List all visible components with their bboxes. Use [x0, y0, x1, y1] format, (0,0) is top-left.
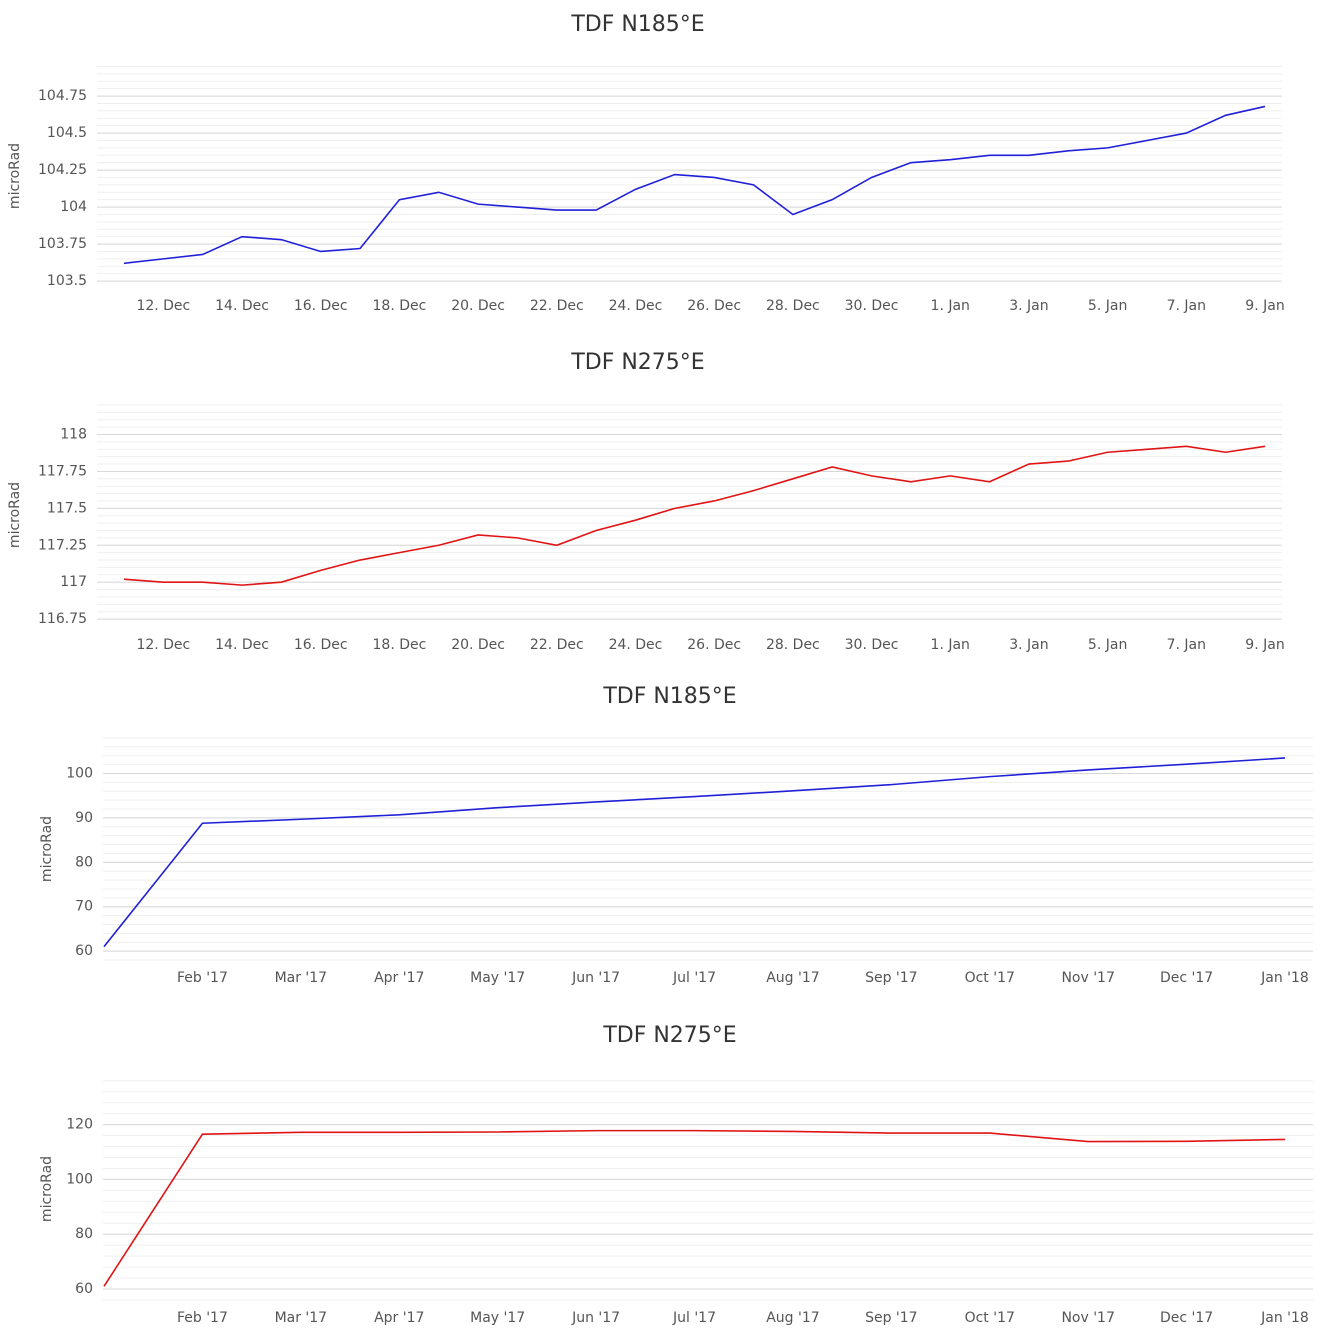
y-tick-label: 104	[60, 199, 87, 215]
y-tick-label: 60	[75, 1281, 93, 1297]
data-line	[123, 445, 1266, 586]
x-tick-label: 16. Dec	[294, 637, 348, 653]
x-tick-label: Sep '17	[865, 1310, 918, 1326]
chart-title: TDF N185°E	[570, 12, 704, 37]
x-tick-label: Nov '17	[1061, 1310, 1114, 1326]
x-tick-label: 5. Jan	[1088, 298, 1127, 314]
x-tick-label: 22. Dec	[530, 298, 584, 314]
x-tick-label: Dec '17	[1160, 970, 1213, 986]
y-tick-label: 100	[66, 1171, 93, 1187]
y-tick-label: 70	[75, 899, 93, 915]
y-tick-label: 118	[60, 427, 87, 443]
x-tick-label: Nov '17	[1061, 970, 1114, 986]
x-tick-label: 20. Dec	[451, 298, 505, 314]
x-tick-label: 26. Dec	[687, 298, 741, 314]
y-tick-label: 117	[60, 574, 87, 590]
x-tick-label: 12. Dec	[136, 298, 190, 314]
chart: TDF N275°E microRad 116.75 117 117.25 117.5 11…	[7, 350, 1285, 653]
x-tick-label: 28. Dec	[766, 298, 820, 314]
x-tick-label: Mar '17	[275, 970, 328, 986]
data-line	[103, 1129, 1286, 1287]
x-tick-label: Mar '17	[275, 1310, 328, 1326]
y-axis-label: microRad	[7, 143, 23, 209]
x-tick-label: 18. Dec	[373, 298, 427, 314]
x-tick-label: May '17	[470, 1310, 525, 1326]
y-tick-label: 103.5	[47, 273, 87, 289]
x-tick-label: Jan '18	[1260, 970, 1309, 986]
chart-title: TDF N275°E	[570, 350, 704, 375]
x-tick-label: 9. Jan	[1245, 298, 1284, 314]
x-tick-label: 30. Dec	[845, 298, 899, 314]
x-tick-label: May '17	[470, 970, 525, 986]
x-tick-label: 1. Jan	[931, 298, 970, 314]
y-axis-label: microRad	[39, 1156, 55, 1222]
y-tick-label: 104.5	[47, 125, 87, 141]
y-tick-label: 104.75	[38, 88, 87, 104]
chart-title: TDF N185°E	[602, 684, 736, 709]
x-tick-label: 7. Jan	[1167, 637, 1206, 653]
x-tick-label: 26. Dec	[687, 637, 741, 653]
x-tick-label: Jun '17	[571, 1310, 620, 1326]
x-tick-label: Feb '17	[177, 1310, 228, 1326]
x-tick-label: 12. Dec	[136, 637, 190, 653]
x-tick-label: Aug '17	[766, 970, 819, 986]
x-tick-label: 24. Dec	[609, 298, 663, 314]
y-tick-label: 120	[66, 1117, 93, 1133]
data-line	[103, 757, 1286, 948]
y-tick-label: 117.5	[47, 500, 87, 516]
y-tick-label: 90	[75, 810, 93, 826]
y-axis-label: microRad	[7, 482, 23, 548]
x-tick-label: Feb '17	[177, 970, 228, 986]
x-tick-label: 18. Dec	[373, 637, 427, 653]
y-tick-label: 103.75	[38, 236, 87, 252]
chart: TDF N185°E microRad 103.5 103.75 104 104.25 10…	[7, 12, 1285, 314]
x-tick-label: 14. Dec	[215, 298, 269, 314]
x-tick-label: Jul '17	[672, 1310, 716, 1326]
chart: TDF N185°E microRad 60 70 80 90 100 Feb '17 Mar …	[39, 684, 1313, 986]
data-line	[123, 105, 1266, 265]
x-tick-label: 16. Dec	[294, 298, 348, 314]
y-tick-label: 100	[66, 766, 93, 782]
x-tick-label: 3. Jan	[1009, 637, 1048, 653]
x-tick-label: 5. Jan	[1088, 637, 1127, 653]
x-tick-label: Jun '17	[571, 970, 620, 986]
x-tick-label: 1. Jan	[931, 637, 970, 653]
y-tick-label: 117.75	[38, 463, 87, 479]
y-tick-label: 104.25	[38, 162, 87, 178]
x-tick-label: 7. Jan	[1167, 298, 1206, 314]
x-tick-label: 30. Dec	[845, 637, 899, 653]
x-tick-label: Dec '17	[1160, 1310, 1213, 1326]
x-tick-label: Sep '17	[865, 970, 918, 986]
x-tick-label: 22. Dec	[530, 637, 584, 653]
x-tick-label: Apr '17	[374, 1310, 424, 1326]
x-tick-label: Jan '18	[1260, 1310, 1309, 1326]
chart-title: TDF N275°E	[602, 1023, 736, 1048]
x-tick-label: 3. Jan	[1009, 298, 1048, 314]
chart: TDF N275°E microRad 60 80 100 120 Feb '17 Mar '…	[39, 1023, 1313, 1326]
x-tick-label: Apr '17	[374, 970, 424, 986]
y-tick-label: 116.75	[38, 611, 87, 627]
x-tick-label: 24. Dec	[609, 637, 663, 653]
x-tick-label: Aug '17	[766, 1310, 819, 1326]
y-tick-label: 80	[75, 854, 93, 870]
x-tick-label: 28. Dec	[766, 637, 820, 653]
x-tick-label: 20. Dec	[451, 637, 505, 653]
x-tick-label: Jul '17	[672, 970, 716, 986]
y-tick-label: 117.25	[38, 537, 87, 553]
x-tick-label: 14. Dec	[215, 637, 269, 653]
y-tick-label: 60	[75, 943, 93, 959]
x-tick-label: Oct '17	[965, 970, 1015, 986]
y-tick-label: 80	[75, 1226, 93, 1242]
x-tick-label: 9. Jan	[1245, 637, 1284, 653]
y-axis-label: microRad	[39, 816, 55, 882]
x-tick-label: Oct '17	[965, 1310, 1015, 1326]
